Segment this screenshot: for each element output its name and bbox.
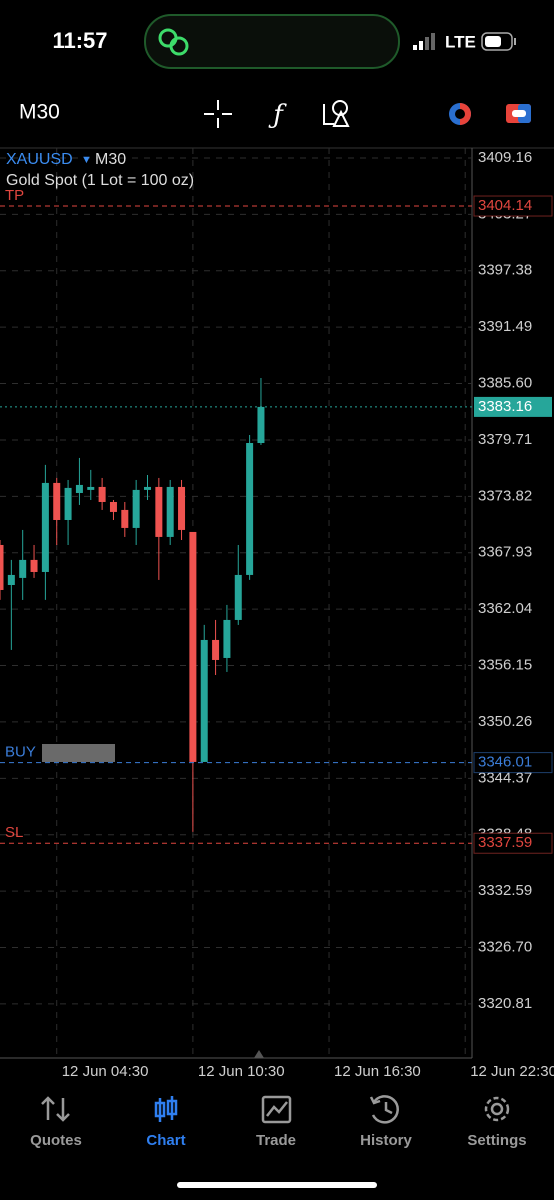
- y-tick-label: 3385.60: [478, 375, 532, 392]
- scroll-marker: [254, 1050, 264, 1058]
- network-label: LTE: [445, 32, 476, 51]
- candle-body: [246, 443, 254, 575]
- dynamic-island: [144, 14, 400, 69]
- y-tick-label: 3409.16: [478, 149, 532, 166]
- symbol-dropdown[interactable]: ▼: [81, 154, 92, 166]
- candle-body: [0, 544, 4, 590]
- x-tick-label: 12 Jun 04:30: [62, 1063, 149, 1080]
- y-tick-label: 3362.04: [478, 600, 532, 617]
- level-badge: [473, 752, 553, 774]
- candle-body: [19, 559, 27, 578]
- candle-body: [212, 639, 220, 660]
- redacted-box: [42, 744, 115, 762]
- level-badge: [473, 832, 553, 854]
- candle-body: [53, 482, 61, 520]
- x-tick-label: 12 Jun 10:30: [198, 1063, 285, 1080]
- nav-label[interactable]: Quotes: [30, 1132, 82, 1149]
- candle-body: [87, 486, 95, 490]
- candle-body: [109, 501, 117, 512]
- candle-body: [7, 574, 15, 585]
- candle-body: [41, 482, 49, 572]
- trade-button[interactable]: [506, 104, 531, 123]
- objects-button[interactable]: [323, 100, 350, 127]
- y-tick-label: 3320.81: [478, 995, 532, 1012]
- candle-body: [166, 486, 174, 537]
- candle-body: [98, 486, 106, 502]
- settings-icon[interactable]: [484, 1096, 510, 1122]
- y-tick-label: 3379.71: [478, 431, 532, 448]
- signal-icon: [413, 33, 435, 50]
- level-name: TP: [5, 187, 24, 204]
- candle-body: [30, 559, 38, 572]
- level-value: 3346.01: [478, 754, 532, 771]
- nav-label[interactable]: Chart: [146, 1132, 185, 1149]
- indicators-button[interactable]: ƒ: [268, 100, 287, 130]
- x-tick-label: 12 Jun 22:30: [470, 1063, 554, 1080]
- y-tick-label: 3367.93: [478, 544, 532, 561]
- chart-timeframe: M30: [95, 151, 126, 168]
- last-price-badge: [474, 396, 552, 417]
- level-name: BUY: [5, 744, 36, 761]
- candle-body: [200, 639, 208, 762]
- y-tick-label: 3391.49: [478, 318, 532, 335]
- candle-body: [121, 509, 129, 528]
- candle-body: [155, 486, 163, 537]
- chart-icon[interactable]: [154, 1096, 178, 1122]
- x-tick-label: 12 Jun 16:30: [334, 1063, 421, 1080]
- candle-body: [257, 406, 265, 444]
- y-tick-label: 3350.26: [478, 713, 532, 730]
- level-name: SL: [5, 824, 23, 841]
- last-price-value: 3383.16: [478, 398, 532, 415]
- history-icon[interactable]: [369, 1095, 399, 1124]
- candle-body: [64, 487, 72, 520]
- account-button[interactable]: [449, 103, 471, 125]
- quotes-icon[interactable]: [41, 1096, 70, 1122]
- y-tick-label: 3326.70: [478, 938, 532, 955]
- nav-label[interactable]: Trade: [256, 1132, 296, 1149]
- candle-body: [144, 486, 151, 490]
- candle-body: [132, 489, 140, 528]
- nav-label[interactable]: Settings: [467, 1132, 526, 1149]
- candle-body: [178, 486, 186, 530]
- battery-icon: [481, 32, 516, 51]
- status-time: 11:57: [52, 28, 107, 53]
- home-indicator: [177, 1182, 377, 1188]
- y-tick-label: 3332.59: [478, 882, 532, 899]
- chart-symbol[interactable]: XAUUSD: [6, 151, 73, 168]
- level-value: 3337.59: [478, 834, 532, 851]
- level-value: 3404.14: [478, 197, 532, 214]
- toolbar-timeframe[interactable]: M30: [19, 101, 60, 124]
- nav-label[interactable]: History: [360, 1132, 412, 1149]
- candle-body: [234, 574, 242, 620]
- link-icon: [158, 28, 189, 56]
- crosshair-button[interactable]: [204, 100, 232, 128]
- candle-body: [189, 531, 197, 762]
- trade-icon[interactable]: [261, 1095, 292, 1124]
- candle-body: [75, 484, 83, 493]
- chart-layer: 3409.163403.273397.383391.493385.603379.…: [0, 148, 554, 1080]
- chart-subtitle: Gold Spot (1 Lot = 100 oz): [6, 172, 194, 189]
- bottom-nav: Quotes Chart Trade History Settings: [30, 1132, 526, 1149]
- y-tick-label: 3356.15: [478, 656, 532, 673]
- level-badge: [473, 195, 553, 217]
- candle-body: [223, 619, 231, 658]
- y-tick-label: 3373.82: [478, 487, 532, 504]
- y-tick-label: 3344.37: [478, 769, 532, 786]
- y-tick-label: 3397.38: [478, 262, 532, 279]
